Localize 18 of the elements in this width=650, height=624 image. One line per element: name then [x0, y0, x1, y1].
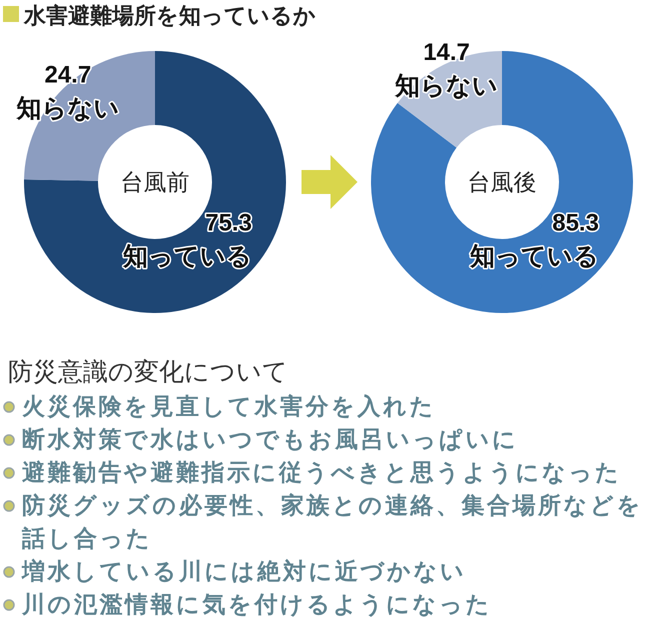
data-label: 14.7 [423, 39, 470, 66]
text: 火災保険を見直して水害分を入れた [22, 393, 436, 420]
text: 台風前 [120, 170, 190, 196]
text: 増水している川には絶対に近づかない [22, 558, 466, 585]
slice-label: 知らない [394, 72, 498, 100]
data-label: 85.3 [552, 210, 599, 237]
data-label: 75.3 [205, 210, 252, 237]
text: 避難勧告や避難指示に従うべきと思うようになった [22, 459, 622, 486]
slice-label: 知っている [122, 242, 252, 271]
text: 川の氾濫情報に気を付けるようになった [22, 591, 492, 618]
slice-label: 知っている [468, 242, 599, 271]
slice-label: 知らない [15, 94, 120, 123]
text: 断水対策で水はいつでもお風呂いっぱいに [22, 426, 518, 453]
chart-title: 水害避難場所を知っているか [23, 3, 316, 29]
text: 防災意識の変化について [8, 356, 289, 388]
text: 台風後 [468, 170, 536, 196]
data-label: 24.7 [44, 62, 92, 89]
text: 防災グッズの必要性、家族との連絡、集合場所などを話し合った [22, 492, 643, 552]
